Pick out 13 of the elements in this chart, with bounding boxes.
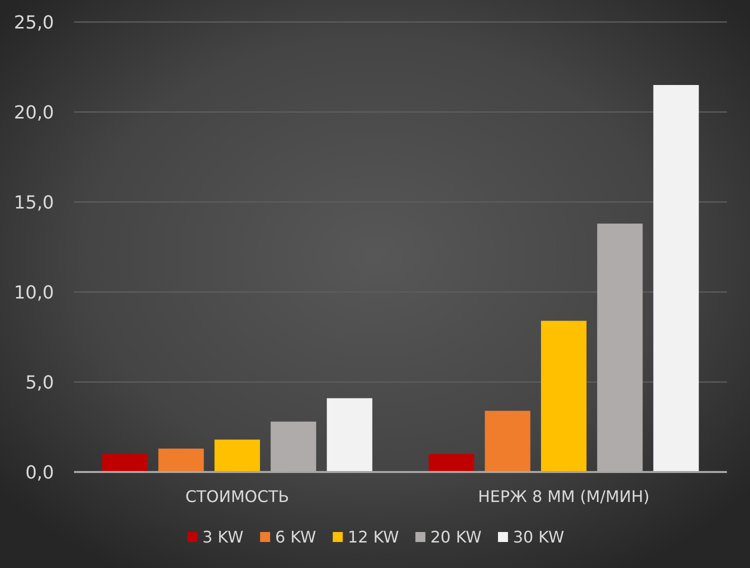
y-tick-label: 0,0 [25, 462, 54, 484]
legend-label: 20 KW [430, 528, 482, 547]
y-tick-label: 10,0 [14, 282, 54, 304]
legend-label: 3 KW [202, 528, 244, 547]
legend-label: 12 KW [348, 528, 400, 547]
x-tick-label: НЕРЖ 8 ММ (М/МИН) [478, 487, 650, 506]
y-tick-label: 15,0 [14, 192, 54, 214]
legend-label: 30 KW [512, 528, 564, 547]
legend-label: 6 KW [275, 528, 316, 547]
y-tick-label: 25,0 [14, 12, 54, 34]
y-tick-label: 20,0 [14, 102, 54, 124]
x-tick-label: СТОИМОСТЬ [185, 487, 290, 506]
y-tick-label: 5,0 [25, 372, 54, 394]
